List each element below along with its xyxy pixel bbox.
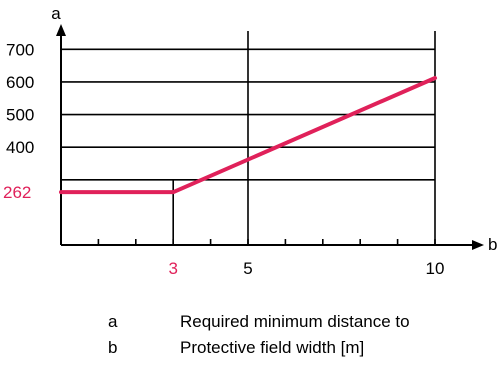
y-tick-label: 500 — [6, 106, 34, 125]
grid-lines — [61, 31, 436, 245]
tick-labels: 400 500 600 700 3 5 10 262 — [3, 40, 444, 278]
chart: 400 500 600 700 3 5 10 262 a b — [3, 4, 497, 278]
y-tick-label: 600 — [6, 73, 34, 92]
legend-key: a — [108, 312, 118, 331]
legend-key: b — [108, 338, 118, 357]
y-axis-arrow — [56, 24, 66, 36]
y-tick-label: 400 — [6, 138, 34, 157]
x-axis-arrow — [472, 240, 484, 250]
legend-item-b: b Protective field width [m] — [0, 338, 502, 360]
legend-item-a: a Required minimum distance to — [0, 312, 502, 334]
legend-text: Protective field width [m] — [180, 338, 365, 357]
y-tick-label-highlight: 262 — [3, 183, 31, 202]
x-tick-label-highlight: 3 — [168, 259, 177, 278]
y-tick-label: 700 — [6, 40, 34, 59]
x-minor-ticks — [97, 179, 436, 246]
x-axis-label: b — [488, 235, 497, 254]
axes — [56, 24, 484, 250]
series-group — [59, 76, 437, 195]
x-tick-label: 10 — [426, 259, 445, 278]
legend-text: Required minimum distance to — [180, 312, 410, 331]
y-axis-label: a — [51, 4, 61, 23]
x-tick-label: 5 — [243, 259, 252, 278]
